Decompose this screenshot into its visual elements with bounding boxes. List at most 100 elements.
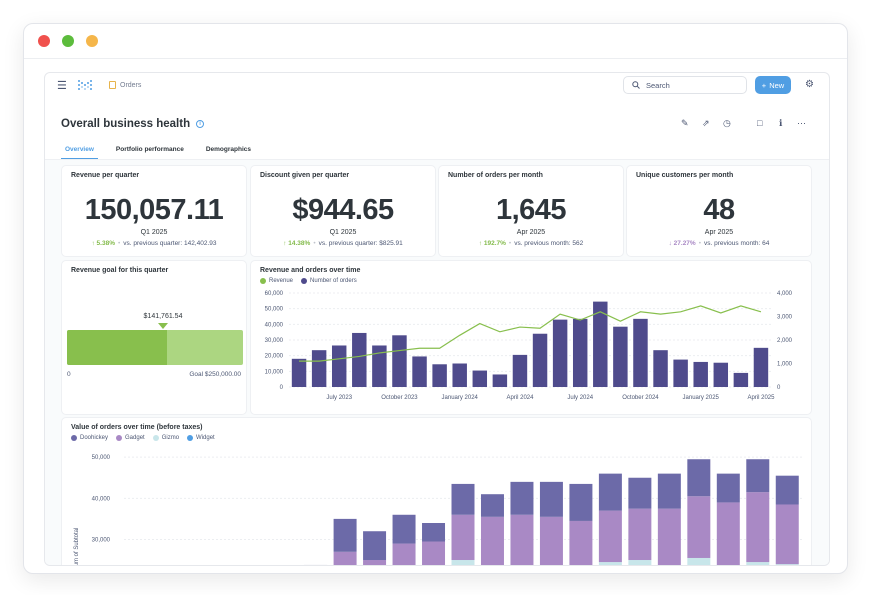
card-title[interactable]: Revenue goal for this quarter [71,267,169,274]
goal-progress-track [67,330,243,365]
orders-bar [613,326,628,387]
breadcrumb-item[interactable]: Orders [120,81,142,89]
doohickey-segment [333,518,357,552]
gadget-segment [510,514,534,565]
scalar-period: Q1 2025 [140,229,168,236]
scalar-comparison: ↑ 5.38% • vs. previous quarter: 142,402.93 [91,240,217,247]
legend-label: Gizmo [161,435,180,441]
gadget-segment [687,496,711,558]
card-title[interactable]: Revenue per quarter [71,172,140,179]
legend-item-gadget[interactable]: Gadget [116,435,145,441]
share-icon[interactable]: ⇗ [702,118,710,128]
top-nav: ☰ Orders Search + New ⚙ [45,73,829,99]
info-icon[interactable]: i [196,120,205,128]
arrow-down-icon: ↓ [668,240,674,247]
metabase-app: ☰ Orders Search + New ⚙ [44,72,830,566]
combo-chart-card[interactable]: Revenue and orders over time Revenue Num… [250,260,812,415]
legend-item-gizmo[interactable]: Gizmo [152,435,180,441]
orders-bar [492,374,508,387]
tab-demographics[interactable]: Demographics [205,146,251,153]
bookmark-icon[interactable]: □ [757,118,763,128]
history-icon[interactable]: ◷ [723,118,731,128]
gadget-segment [363,560,387,565]
scalar-comparison: ↓ 27.27% • vs. previous month: 64 [668,240,770,247]
maximize-window-button[interactable] [62,35,74,47]
card-title[interactable]: Discount given per quarter [260,172,350,179]
card-title[interactable]: Number of orders per month [448,172,543,179]
doohickey-segment [451,483,475,515]
gadget-segment [628,508,652,561]
gear-icon[interactable]: ⚙ [805,79,814,90]
more-options-icon[interactable]: ⋯ [797,118,806,128]
gizmo-segment [598,562,622,565]
doohickey-segment [510,481,534,515]
scalar-card-revenue[interactable]: Revenue per quarter 150,057.11 Q1 2025 ↑… [61,165,247,257]
search-box[interactable]: Search [623,76,747,94]
orders-bar [713,362,729,387]
orders-bar [673,359,688,387]
new-button[interactable]: + New [755,76,791,94]
card-title[interactable]: Value of orders over time (before taxes) [71,424,203,431]
x-tick-label: April 2025 [747,395,775,401]
legend-item-doohickey[interactable]: Doohickey [71,435,108,441]
orders-bar [472,370,488,387]
card-title[interactable]: Unique customers per month [636,172,734,179]
orders-bar [693,361,708,387]
orders-bar [412,356,427,387]
x-tick-label: January 2025 [683,395,720,401]
doohickey-segment [657,473,681,509]
minimize-window-button[interactable] [86,35,98,47]
doohickey-segment [392,514,416,544]
scalar-value: $944.65 [292,194,394,226]
browser-window: ☰ Orders Search + New ⚙ [23,23,848,574]
orders-bar [291,358,307,387]
chart-legend: Doohickey Gadget Gizmo Widget [71,435,215,441]
goal-marker-icon [158,323,168,329]
gadget-segment [333,551,357,565]
doohickey-segment [569,483,593,521]
legend-item-widget[interactable]: Widget [187,435,215,441]
page-title[interactable]: Overall business health [61,118,191,130]
scalar-value: 48 [703,194,735,226]
card-title[interactable]: Revenue and orders over time [260,267,361,274]
y-right-tick-label: 0 [777,385,781,391]
dashboard-tabs: Overview Portfolio performance Demograph… [61,146,255,160]
x-tick-label: January 2024 [442,395,479,401]
gadget-segment [480,516,504,565]
orders-bar [552,319,568,387]
scalar-card-discount[interactable]: Discount given per quarter $944.65 Q1 20… [250,165,436,257]
gadget-segment [451,514,475,561]
breadcrumb[interactable]: Orders [109,81,141,89]
tab-overview[interactable]: Overview [61,146,98,160]
scalar-period: Q1 2025 [329,229,357,236]
legend-item-orders[interactable]: Number of orders [301,278,357,284]
change-percent: 14.38% [288,240,311,247]
goal-value-label: $141,761.54 [143,313,183,320]
scalar-card-customers[interactable]: Unique customers per month 48 Apr 2025 ↓… [626,165,812,257]
x-tick-label: April 2024 [506,395,534,401]
goal-card[interactable]: Revenue goal for this quarter $141,761.5… [61,260,247,415]
scalar-card-orders[interactable]: Number of orders per month 1,645 Apr 202… [438,165,624,257]
close-window-button[interactable] [38,35,50,47]
doohickey-segment [304,564,328,565]
doohickey-segment [422,523,446,542]
tab-portfolio-performance[interactable]: Portfolio performance [115,146,184,153]
edit-icon[interactable]: ✎ [681,118,689,128]
scalar-comparison: ↑ 14.38% • vs. previous quarter: $825.91 [283,240,403,247]
search-label: Search [646,80,670,90]
change-percent: 192.7% [483,240,506,247]
orders-bar [753,347,769,387]
metabase-logo-icon[interactable] [77,79,93,91]
gizmo-segment [746,562,770,565]
info-panel-icon[interactable]: ℹ [779,118,783,128]
legend-item-revenue[interactable]: Revenue [260,278,293,284]
goal-progress-fill [67,330,167,365]
gadget-segment [775,504,799,565]
doohickey-segment [598,473,622,511]
comparison-text: vs. previous month: 64 [703,240,770,247]
scalar-period: Apr 2025 [704,229,734,236]
stacked-chart-card[interactable]: Value of orders over time (before taxes)… [61,417,812,565]
sidebar-toggle-icon[interactable]: ☰ [57,80,67,92]
gadget-segment [746,492,770,563]
y-tick-label: 30,000 [92,537,111,543]
